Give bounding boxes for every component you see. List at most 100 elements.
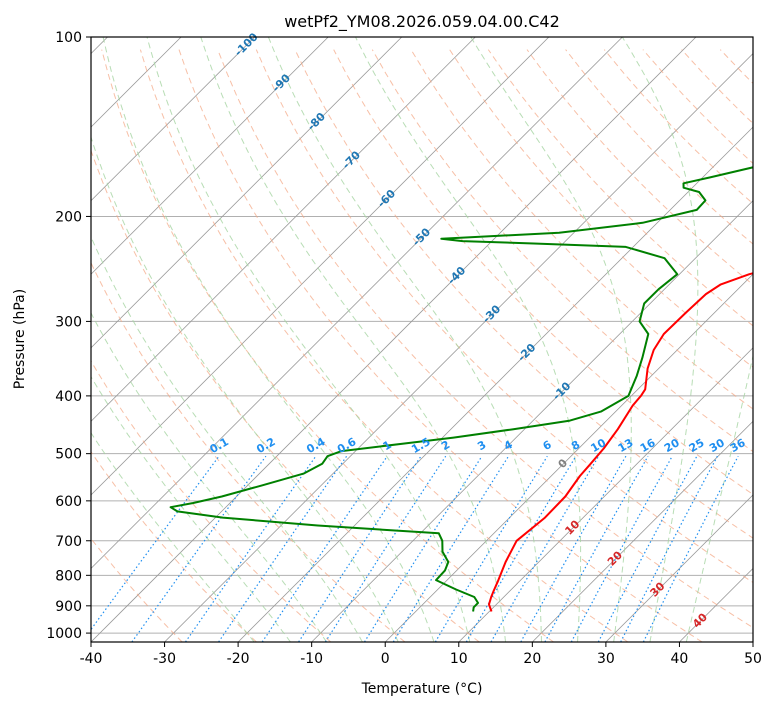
dry-adiabat [91, 261, 406, 642]
mixing-ratio-label: 6 [541, 438, 554, 453]
dry-adiabat [642, 49, 753, 165]
mixing-ratio-line [91, 455, 220, 631]
mixing-ratio-line [490, 455, 600, 642]
dry-adiabat [759, 50, 775, 642]
moist-adiabat [355, 37, 582, 642]
mixing-ratio-label: 0.4 [304, 435, 328, 456]
dry-adiabat [139, 49, 629, 642]
moist-adiabat [267, 37, 542, 642]
dry-adiabat [91, 149, 480, 642]
x-tick-label: 10 [450, 651, 468, 667]
y-axis-label: Pressure (hPa) [12, 289, 28, 389]
mixing-ratio-label: 16 [638, 436, 658, 455]
isotherm-line [91, 37, 550, 496]
isotherm-line [679, 567, 753, 642]
y-tick-label: 100 [55, 30, 82, 46]
mixing-ratio-line [324, 455, 447, 642]
mixing-ratio-line [570, 455, 673, 642]
profile-lines [169, 166, 753, 612]
isotherm-label: -40 [445, 264, 468, 287]
isotherm-line [91, 37, 697, 642]
y-tick-label: 600 [55, 494, 82, 510]
mixing-ratio-label: 0.2 [254, 435, 277, 456]
mixing-ratio-label: 0.6 [335, 435, 359, 456]
isotherm-line [91, 37, 623, 570]
mixing-ratio-label: 20 [662, 436, 682, 455]
x-tick-label: -10 [300, 651, 323, 667]
mixing-ratio-line [544, 455, 649, 642]
x-tick-label: -20 [227, 651, 250, 667]
isotherm-label: -50 [410, 225, 433, 248]
moist-adiabat [200, 37, 507, 642]
y-tick-label: 400 [55, 389, 82, 405]
background-grid [91, 37, 775, 642]
dry-adiabat [101, 49, 554, 642]
dry-adiabat [294, 49, 753, 539]
isotherm-line [605, 494, 753, 642]
mixing-ratio-line [434, 455, 548, 642]
dry-adiabat [603, 49, 753, 205]
dry-adiabat [178, 49, 703, 642]
x-tick-label: 30 [597, 651, 615, 667]
dry-adiabat [217, 49, 753, 629]
isotherm-line [164, 52, 753, 642]
isotherm-label: -10 [550, 379, 573, 402]
isotherm-label: -80 [305, 110, 328, 133]
mixing-ratio-line [465, 455, 577, 642]
dewpoint-profile [169, 166, 753, 612]
moist-adiabat [91, 135, 399, 642]
chart-title: wetPf2_YM08.2026.059.04.00.C42 [284, 12, 560, 32]
y-tick-label: 200 [55, 209, 82, 225]
y-tick-label: 800 [55, 568, 82, 584]
mixing-ratio-label: 25 [687, 436, 707, 455]
moist-adiabat [91, 235, 363, 642]
axes: -40 -30 -20 -10 0 10 20 30 40 5010020030040050060… [46, 30, 762, 667]
moist-adiabat [685, 353, 753, 642]
isotherm-line [91, 37, 403, 349]
mixing-ratio-line [520, 455, 627, 642]
mixing-ratio-line [185, 455, 317, 642]
isotherm-label: -60 [375, 187, 398, 210]
moist-adiabat [91, 311, 327, 642]
dry-adiabat [719, 49, 753, 85]
x-tick-label: 40 [671, 651, 689, 667]
mixing-ratio-line [261, 455, 388, 642]
dry-adiabat [449, 49, 753, 368]
isotherm-label: -70 [340, 148, 363, 171]
moist-adiabat [91, 431, 255, 642]
mixing-ratio-line [218, 455, 348, 642]
isotherm-line [91, 37, 329, 275]
moist-adiabat [91, 375, 291, 642]
dry-adiabat [681, 49, 753, 125]
mixing-ratio-line [642, 455, 739, 642]
y-tick-label: 700 [55, 534, 82, 550]
mixing-ratio-label: 2 [439, 438, 452, 453]
y-tick-label: 900 [55, 599, 82, 615]
dry-adiabat [91, 450, 257, 642]
x-tick-label: 0 [381, 651, 390, 667]
mixing-ratio-label: 13 [616, 436, 636, 455]
dry-adiabat [526, 49, 753, 286]
x-tick-label: -40 [80, 651, 103, 667]
temperature-profile [488, 272, 753, 612]
isotherm-line [311, 200, 753, 642]
y-tick-label: 1000 [46, 626, 82, 642]
isotherm-line [237, 126, 753, 642]
y-tick-label: 300 [55, 314, 82, 330]
dry-adiabat [255, 49, 753, 584]
isotherm-line [532, 420, 753, 642]
mixing-ratio-label: 30 [707, 436, 727, 455]
isotherm-label: 30 [648, 579, 668, 599]
isotherm-line [91, 37, 255, 202]
x-tick-label: 50 [744, 651, 762, 667]
isotherm-label: -30 [480, 302, 503, 325]
dry-adiabat [565, 49, 753, 245]
isotherm-line [752, 641, 753, 642]
x-axis-label: Temperature (°C) [361, 681, 483, 697]
mixing-ratio-label: 3 [475, 438, 488, 453]
moist-adiabat [146, 37, 471, 642]
mixing-ratio-line [392, 455, 510, 642]
dry-adiabat [410, 49, 753, 410]
isotherm-label: -90 [270, 71, 293, 94]
